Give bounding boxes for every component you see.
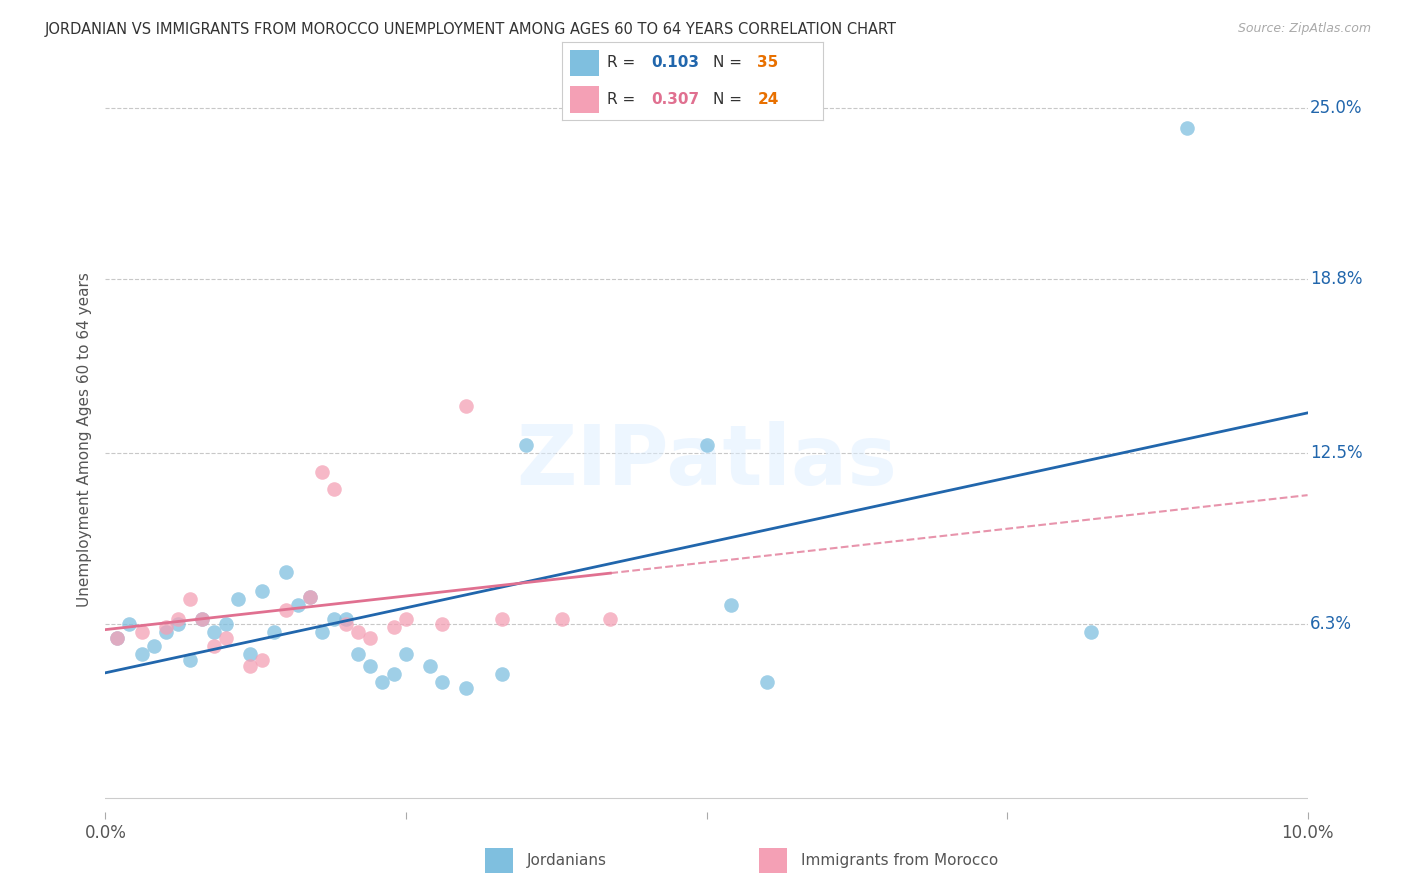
Text: 6.3%: 6.3% (1310, 615, 1353, 633)
Text: 0.103: 0.103 (651, 55, 699, 70)
Point (190, 612, 212, 626)
Point (179, 592, 201, 607)
FancyBboxPatch shape (485, 848, 513, 873)
Point (322, 612, 344, 626)
Point (274, 565, 297, 579)
Point (166, 617, 188, 632)
Point (214, 631, 236, 645)
Point (142, 639, 165, 653)
Text: 0.307: 0.307 (651, 92, 699, 107)
Point (263, 625, 285, 640)
Point (1080, 625, 1102, 640)
Text: R =: R = (606, 92, 640, 107)
FancyBboxPatch shape (571, 86, 599, 112)
Point (250, 653, 273, 667)
Point (1175, 120, 1198, 135)
Point (239, 658, 262, 673)
Point (755, 675, 778, 690)
Point (371, 675, 394, 690)
Text: Jordanians: Jordanians (527, 854, 607, 868)
Point (322, 482, 344, 496)
Text: N =: N = (713, 55, 747, 70)
Text: 35: 35 (758, 55, 779, 70)
Point (250, 584, 273, 599)
Point (131, 648, 153, 662)
Point (239, 648, 262, 662)
Text: JORDANIAN VS IMMIGRANTS FROM MOROCCO UNEMPLOYMENT AMONG AGES 60 TO 64 YEARS CORR: JORDANIAN VS IMMIGRANTS FROM MOROCCO UNE… (45, 22, 897, 37)
Point (599, 612, 621, 626)
Point (551, 612, 574, 626)
Point (298, 590, 321, 604)
Point (491, 612, 513, 626)
Point (359, 631, 381, 645)
Text: 24: 24 (758, 92, 779, 107)
Text: 18.8%: 18.8% (1310, 270, 1362, 288)
Point (696, 438, 718, 452)
Point (287, 598, 309, 612)
Point (311, 466, 333, 480)
Point (515, 438, 537, 452)
Point (347, 625, 370, 640)
Point (155, 620, 177, 634)
Point (179, 653, 201, 667)
Point (214, 617, 236, 632)
Text: N =: N = (713, 92, 747, 107)
Point (107, 631, 129, 645)
Point (274, 603, 297, 617)
Point (430, 617, 453, 632)
Point (166, 612, 188, 626)
Point (430, 675, 453, 690)
Text: 25.0%: 25.0% (1310, 99, 1362, 117)
Point (491, 666, 513, 681)
Y-axis label: Unemployment Among Ages 60 to 64 years: Unemployment Among Ages 60 to 64 years (76, 272, 91, 607)
Text: R =: R = (606, 55, 640, 70)
Point (311, 625, 333, 640)
Point (298, 590, 321, 604)
Point (347, 648, 370, 662)
Point (226, 592, 249, 607)
Point (720, 598, 742, 612)
FancyBboxPatch shape (571, 50, 599, 77)
FancyBboxPatch shape (759, 848, 787, 873)
Point (359, 658, 381, 673)
Text: ZIPatlas: ZIPatlas (516, 421, 897, 502)
Point (131, 625, 153, 640)
Point (155, 625, 177, 640)
Text: Source: ZipAtlas.com: Source: ZipAtlas.com (1237, 22, 1371, 36)
Point (202, 625, 225, 640)
Point (107, 631, 129, 645)
Point (454, 681, 477, 695)
Point (118, 617, 141, 632)
Point (419, 658, 441, 673)
Text: Immigrants from Morocco: Immigrants from Morocco (801, 854, 998, 868)
Point (202, 639, 225, 653)
Point (382, 620, 405, 634)
Point (454, 399, 477, 413)
Point (395, 612, 418, 626)
Point (190, 612, 212, 626)
Point (382, 666, 405, 681)
Point (335, 617, 357, 632)
Point (335, 612, 357, 626)
Text: 12.5%: 12.5% (1310, 444, 1362, 462)
Point (395, 648, 418, 662)
